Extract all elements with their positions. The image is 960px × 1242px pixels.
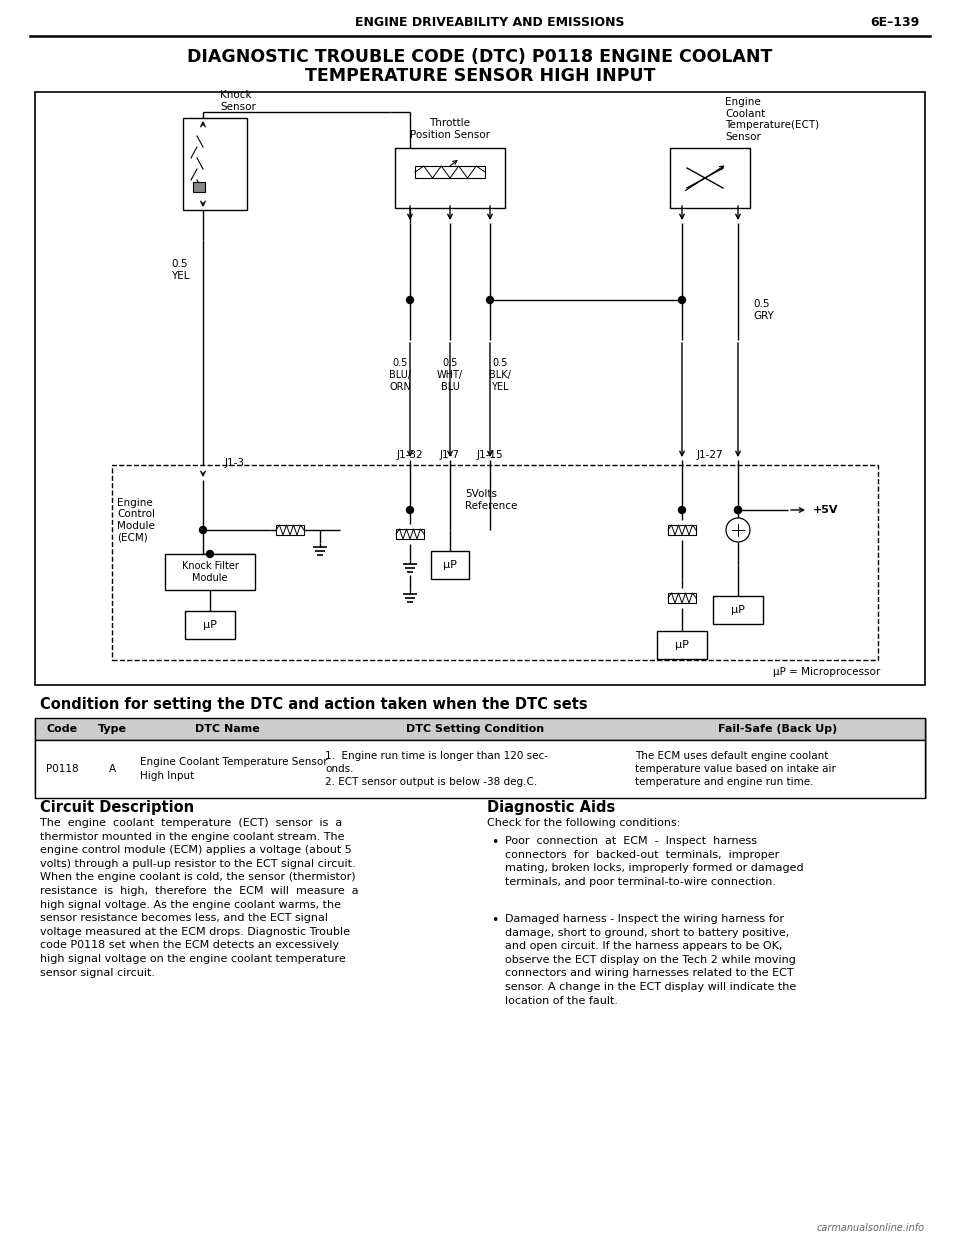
Text: J1-32: J1-32 [396, 450, 423, 460]
Text: •: • [492, 836, 498, 850]
Text: Damaged harness - Inspect the wiring harness for
damage, short to ground, short : Damaged harness - Inspect the wiring har… [505, 914, 796, 1006]
Text: P0118: P0118 [46, 764, 79, 774]
Text: A: A [108, 764, 116, 774]
Text: J1-7: J1-7 [440, 450, 460, 460]
Text: 0.5
BLU/
ORN: 0.5 BLU/ ORN [389, 359, 411, 391]
Text: μP: μP [444, 560, 457, 570]
Bar [431, 551, 469, 579]
Text: 0.5
GRY: 0.5 GRY [753, 299, 774, 320]
Text: 0.5
YEL: 0.5 YEL [171, 260, 189, 281]
Circle shape [200, 527, 206, 534]
Circle shape [206, 550, 213, 558]
Text: Circuit Description: Circuit Description [40, 800, 194, 815]
Text: 5Volts
Reference: 5Volts Reference [465, 489, 517, 510]
Bar [657, 631, 707, 660]
Text: Knock Filter
Module: Knock Filter Module [181, 561, 238, 582]
Bar [185, 611, 235, 638]
Text: Check for the following conditions:: Check for the following conditions: [487, 818, 681, 828]
Text: μP = Microprocessor: μP = Microprocessor [773, 667, 880, 677]
Bar [415, 166, 485, 178]
Text: Poor  connection  at  ECM  -  Inspect  harness
connectors  for  backed-out  term: Poor connection at ECM - Inspect harness… [505, 836, 804, 887]
Text: Throttle
Position Sensor: Throttle Position Sensor [410, 118, 490, 140]
Text: Engine
Coolant
Temperature(ECT)
Sensor: Engine Coolant Temperature(ECT) Sensor [725, 97, 819, 142]
Text: Fail-Safe (Back Up): Fail-Safe (Back Up) [718, 724, 837, 734]
Text: DTC Setting Condition: DTC Setting Condition [406, 724, 544, 734]
Text: J1-27: J1-27 [697, 450, 723, 460]
Text: Diagnostic Aids: Diagnostic Aids [487, 800, 615, 815]
Bar [713, 596, 763, 623]
Circle shape [726, 518, 750, 542]
Text: +5V: +5V [813, 505, 838, 515]
Text: 0.5
BLK/
YEL: 0.5 BLK/ YEL [489, 359, 511, 391]
Text: DTC Name: DTC Name [195, 724, 260, 734]
Bar [112, 465, 878, 660]
Circle shape [734, 507, 741, 513]
Circle shape [679, 297, 685, 303]
Bar [668, 525, 696, 535]
Text: TEMPERATURE SENSOR HIGH INPUT: TEMPERATURE SENSOR HIGH INPUT [304, 67, 656, 84]
Circle shape [406, 507, 414, 513]
Text: μP: μP [204, 620, 217, 630]
Bar [276, 525, 304, 535]
Text: Engine
Control
Module
(ECM): Engine Control Module (ECM) [117, 498, 155, 543]
Text: •: • [492, 914, 498, 927]
Text: Knock
Sensor: Knock Sensor [220, 91, 256, 112]
Bar [395, 148, 505, 207]
Text: 0.5
WHT/
BLU: 0.5 WHT/ BLU [437, 359, 463, 391]
Text: 1.  Engine run time is longer than 120 sec-
onds.
2. ECT sensor output is below : 1. Engine run time is longer than 120 se… [325, 751, 548, 787]
Text: J1-15: J1-15 [477, 450, 503, 460]
Text: μP: μP [732, 605, 745, 615]
Bar [165, 554, 255, 590]
Circle shape [487, 297, 493, 303]
Bar [670, 148, 750, 207]
Text: The ECM uses default engine coolant
temperature value based on intake air
temper: The ECM uses default engine coolant temp… [635, 751, 836, 787]
Bar [668, 592, 696, 604]
Text: Engine Coolant Temperature Sensor
High Input: Engine Coolant Temperature Sensor High I… [140, 758, 327, 781]
Circle shape [734, 507, 741, 513]
Bar [35, 92, 925, 686]
Text: DIAGNOSTIC TROUBLE CODE (DTC) P0118 ENGINE COOLANT: DIAGNOSTIC TROUBLE CODE (DTC) P0118 ENGI… [187, 48, 773, 66]
Text: ENGINE DRIVEABILITY AND EMISSIONS: ENGINE DRIVEABILITY AND EMISSIONS [355, 15, 625, 29]
Text: The  engine  coolant  temperature  (ECT)  sensor  is  a
thermistor mounted in th: The engine coolant temperature (ECT) sen… [40, 818, 359, 977]
Circle shape [679, 507, 685, 513]
Bar [35, 740, 925, 799]
Text: J1-3: J1-3 [225, 458, 245, 468]
Text: Code: Code [47, 724, 78, 734]
Bar [193, 183, 205, 193]
Bar [183, 118, 247, 210]
Text: 6E–139: 6E–139 [871, 15, 920, 29]
Bar [35, 718, 925, 740]
Bar [396, 529, 424, 539]
Circle shape [406, 297, 414, 303]
Text: Type: Type [98, 724, 127, 734]
Text: Condition for setting the DTC and action taken when the DTC sets: Condition for setting the DTC and action… [40, 698, 588, 713]
Text: μP: μP [675, 640, 689, 650]
Text: carmanualsonline.info: carmanualsonline.info [817, 1223, 925, 1233]
